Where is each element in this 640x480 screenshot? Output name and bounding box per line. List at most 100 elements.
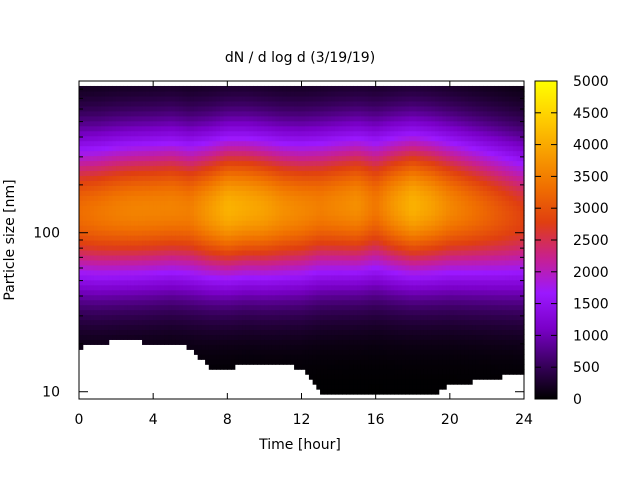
heatmap-cell <box>312 274 317 281</box>
heatmap-cell <box>216 220 221 226</box>
heatmap-cell <box>116 259 121 266</box>
heatmap-cell <box>364 339 369 345</box>
heatmap-cell <box>134 160 139 167</box>
heatmap-cell <box>242 140 247 147</box>
heatmap-cell <box>119 244 125 251</box>
heatmap-cell <box>108 190 113 196</box>
heatmap-cell <box>227 110 232 117</box>
heatmap-cell <box>242 135 247 142</box>
heatmap-cell <box>134 150 139 157</box>
heatmap-cell <box>312 284 317 291</box>
heatmap-cell <box>257 329 262 336</box>
heatmap-cell <box>123 269 128 276</box>
heatmap-cell <box>227 130 232 137</box>
heatmap-cell <box>357 354 362 360</box>
heatmap-cell <box>257 279 262 286</box>
heatmap-cell <box>297 200 303 206</box>
heatmap-cell <box>160 105 165 112</box>
heatmap-cell <box>231 170 236 177</box>
heatmap-cell <box>156 244 162 251</box>
heatmap-cell <box>82 319 88 326</box>
heatmap-cell <box>320 145 325 152</box>
heatmap-cell <box>405 269 410 276</box>
heatmap-cell <box>208 115 214 122</box>
heatmap-cell <box>397 284 403 291</box>
heatmap-cell <box>353 185 358 191</box>
heatmap-cell <box>375 170 380 177</box>
heatmap-cell <box>231 284 236 291</box>
heatmap-cell <box>227 289 232 296</box>
heatmap-cell <box>201 205 206 211</box>
heatmap-cell <box>123 304 128 311</box>
heatmap-cell <box>130 319 136 326</box>
heatmap-cell <box>212 359 217 365</box>
heatmap-cell <box>223 309 228 316</box>
heatmap-cell <box>364 240 369 246</box>
heatmap-cell <box>375 140 380 147</box>
heatmap-cell <box>334 304 340 311</box>
heatmap-cell <box>212 100 217 107</box>
heatmap-cell <box>153 240 158 246</box>
heatmap-cell <box>193 334 199 340</box>
heatmap-cell <box>297 244 303 251</box>
heatmap-cell <box>308 374 314 380</box>
heatmap-cell <box>331 269 336 276</box>
heatmap-cell <box>223 190 228 196</box>
heatmap-cell <box>249 289 254 296</box>
heatmap-cell <box>334 110 340 117</box>
heatmap-cell <box>386 205 392 211</box>
heatmap-cell <box>245 85 251 92</box>
heatmap-cell <box>346 279 351 286</box>
heatmap-cell <box>397 165 403 172</box>
heatmap-cell <box>342 289 347 296</box>
heatmap-cell <box>323 309 329 316</box>
heatmap-cell <box>208 284 214 291</box>
heatmap-cell <box>112 110 117 117</box>
heatmap-cell <box>346 349 351 355</box>
heatmap-cell <box>93 244 99 251</box>
heatmap-cell <box>323 294 329 301</box>
heatmap-cell <box>308 289 314 296</box>
heatmap-cell <box>234 210 240 216</box>
heatmap-cell <box>346 155 351 162</box>
heatmap-cell <box>127 120 132 127</box>
heatmap-cell <box>394 289 399 296</box>
heatmap-cell <box>257 299 262 306</box>
heatmap-cell <box>260 359 266 365</box>
heatmap-cell <box>290 130 295 137</box>
heatmap-cell <box>190 200 195 206</box>
heatmap-cell <box>323 120 329 127</box>
heatmap-cell <box>264 249 269 256</box>
heatmap-cell <box>116 135 121 142</box>
heatmap-cell <box>271 299 277 306</box>
heatmap-cell <box>156 95 162 102</box>
heatmap-cell <box>119 165 125 172</box>
heatmap-cell <box>375 254 380 261</box>
heatmap-cell <box>257 200 262 206</box>
heatmap-cell <box>334 299 340 306</box>
heatmap-cell <box>260 269 266 276</box>
heatmap-cell <box>123 244 128 251</box>
heatmap-cell <box>397 299 403 306</box>
heatmap-cell <box>346 110 351 117</box>
heatmap-cell <box>368 155 373 162</box>
heatmap-cell <box>142 175 147 181</box>
heatmap-cell <box>357 220 362 226</box>
heatmap-cell <box>238 339 243 345</box>
heatmap-cell <box>179 339 184 345</box>
heatmap-cell <box>386 150 392 157</box>
heatmap-cell <box>305 249 310 256</box>
heatmap-cell <box>271 170 277 177</box>
heatmap-cell <box>279 175 284 181</box>
heatmap-cell <box>212 289 217 296</box>
heatmap-cell <box>160 264 165 271</box>
heatmap-cell <box>360 200 366 206</box>
heatmap-cell <box>142 135 147 142</box>
heatmap-cell <box>238 145 243 152</box>
heatmap-cell <box>253 314 258 321</box>
heatmap-cell <box>205 299 210 306</box>
heatmap-cell <box>301 165 306 172</box>
heatmap-cell <box>153 339 158 345</box>
heatmap-cell <box>231 354 236 360</box>
heatmap-cell <box>346 140 351 147</box>
